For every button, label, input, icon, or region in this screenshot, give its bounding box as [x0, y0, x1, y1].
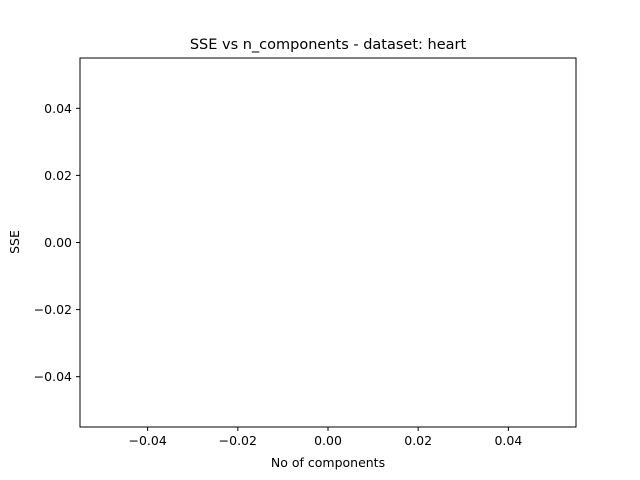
x-tick-label: −0.04 — [128, 433, 166, 448]
x-axis-label: No of components — [271, 455, 385, 470]
y-axis-label: SSE — [7, 230, 22, 254]
y-tick-label: 0.04 — [44, 101, 72, 116]
x-tick-label: −0.02 — [219, 433, 257, 448]
x-tick-label: 0.02 — [404, 433, 432, 448]
plot-area — [79, 57, 577, 428]
x-axis: −0.04 −0.02 0.00 0.02 0.04 — [128, 427, 522, 448]
x-tick-label: 0.04 — [494, 433, 522, 448]
y-tick-label: 0.00 — [44, 235, 72, 250]
y-tick-label: −0.02 — [34, 302, 72, 317]
y-tick-label: 0.02 — [44, 168, 72, 183]
y-tick-label: −0.04 — [34, 369, 72, 384]
x-tick-label: 0.00 — [314, 433, 342, 448]
y-axis: −0.04 −0.02 0.00 0.02 0.04 — [34, 101, 80, 384]
chart-title: SSE vs n_components - dataset: heart — [190, 37, 467, 53]
